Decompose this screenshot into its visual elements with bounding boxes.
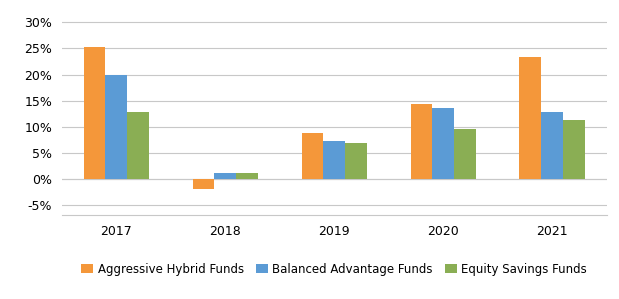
Bar [410, 104, 432, 179]
Legend: Aggressive Hybrid Funds, Balanced Advantage Funds, Equity Savings Funds: Aggressive Hybrid Funds, Balanced Advant… [77, 258, 592, 280]
Bar [236, 173, 258, 179]
Bar [193, 179, 214, 189]
Bar [301, 133, 323, 179]
Bar [432, 109, 454, 179]
Bar [105, 74, 128, 179]
Bar [214, 173, 236, 179]
Bar [563, 120, 585, 179]
Bar [519, 57, 541, 179]
Bar [128, 112, 149, 179]
Bar [84, 48, 105, 179]
Bar [541, 112, 563, 179]
Bar [323, 141, 345, 179]
Bar [454, 129, 476, 179]
Bar [345, 143, 367, 179]
